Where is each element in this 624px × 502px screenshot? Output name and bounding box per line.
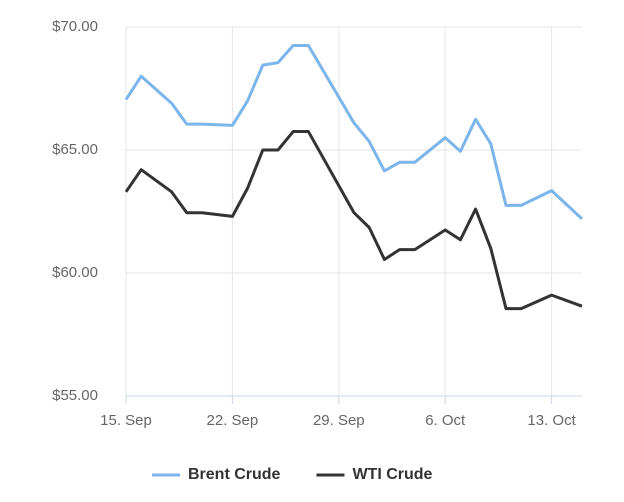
- legend: Brent Crude WTI Crude: [152, 466, 433, 483]
- y-tick-label: $55.00: [52, 387, 98, 404]
- x-tick-label: 13. Oct: [527, 412, 576, 429]
- series-line: [124, 130, 583, 311]
- series-line: [124, 43, 584, 220]
- y-tick-label: $60.00: [52, 264, 98, 281]
- x-tick-label: 6. Oct: [425, 412, 466, 429]
- legend-label: WTI Crude: [352, 466, 432, 483]
- x-tick-label: 22. Sep: [207, 412, 259, 429]
- y-tick-label: $65.00: [52, 141, 98, 158]
- x-tick-label: 15. Sep: [100, 412, 152, 429]
- y-tick-label: $70.00: [52, 18, 98, 35]
- legend-label: Brent Crude: [188, 466, 281, 483]
- x-tick-label: 29. Sep: [313, 412, 365, 429]
